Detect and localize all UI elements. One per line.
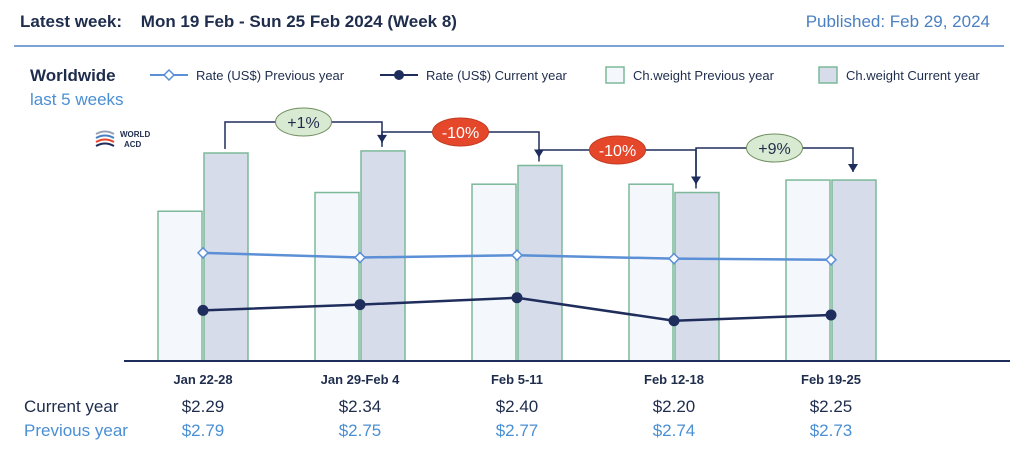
legend-line-dot-icon <box>380 70 418 80</box>
x-tick-label: Feb 12-18 <box>644 372 704 387</box>
logo-wordmark: WORLD ACD <box>120 130 150 150</box>
cell-rate-previous-year: $2.77 <box>495 421 539 440</box>
change-label: +1% <box>287 115 319 132</box>
point-rate-previous-year <box>824 253 838 266</box>
logo-line-1: WORLD <box>120 130 151 139</box>
logo-line-2: ACD <box>124 140 142 149</box>
point-rate-current-year <box>197 304 209 316</box>
bar-weight-current-year <box>203 152 249 362</box>
bar-weight-previous-year <box>157 210 203 362</box>
point-rate-current-year <box>511 292 523 304</box>
bar-weight-current-year <box>831 179 877 362</box>
cell-rate-current-year: $2.29 <box>181 397 225 416</box>
point-rate-current-year <box>354 299 366 311</box>
cell-rate-current-year: $2.25 <box>809 397 853 416</box>
region-title: Worldwide <box>30 66 116 85</box>
x-tick-label: Feb 19-25 <box>801 372 861 387</box>
point-rate-current-year <box>825 309 837 321</box>
point-rate-previous-year <box>510 249 524 262</box>
point-rate-previous-year <box>667 252 681 265</box>
world-acd-logo-icon <box>95 130 115 147</box>
change-badge <box>432 117 489 147</box>
x-tick-label: Jan 29-Feb 4 <box>321 372 401 387</box>
x-tick-label: Feb 5-11 <box>491 372 543 387</box>
change-badge <box>275 107 332 137</box>
legend-line-diamond-icon <box>150 69 188 81</box>
bar-weight-previous-year <box>628 183 674 362</box>
bar-weight-previous-year <box>314 191 360 362</box>
change-arrow-head <box>848 164 858 173</box>
x-tick-label: Jan 22-28 <box>173 372 232 387</box>
legend-label: Rate (US$) Current year <box>426 67 567 83</box>
row-label-previous-year: Previous year <box>24 421 128 440</box>
legend-label: Ch.weight Previous year <box>633 67 774 83</box>
legend-item-rate-cur: Rate (US$) Current year <box>380 64 567 86</box>
cell-rate-previous-year: $2.73 <box>809 421 853 440</box>
cell-rate-current-year: $2.20 <box>652 397 696 416</box>
legend-item-weight-prev: Ch.weight Previous year <box>605 64 774 86</box>
legend-item-rate-prev: Rate (US$) Previous year <box>150 64 344 86</box>
cell-rate-previous-year: $2.75 <box>338 421 382 440</box>
published-date: Published: Feb 29, 2024 <box>805 12 990 31</box>
cell-rate-current-year: $2.40 <box>495 397 539 416</box>
legend-box-light-icon <box>605 66 625 84</box>
row-label-current-year: Current year <box>24 397 119 416</box>
bar-weight-previous-year <box>785 179 831 362</box>
bar-weight-current-year <box>517 164 563 362</box>
point-rate-previous-year <box>196 246 210 259</box>
bar-weight-current-year <box>674 191 720 362</box>
cell-rate-previous-year: $2.74 <box>652 421 696 440</box>
cell-rate-current-year: $2.34 <box>338 397 382 416</box>
latest-week-value: Mon 19 Feb - Sun 25 Feb 2024 (Week 8) <box>140 12 457 31</box>
legend-item-weight-cur: Ch.weight Current year <box>818 64 980 86</box>
legend-label: Rate (US$) Previous year <box>196 67 345 83</box>
bar-weight-previous-year <box>471 183 517 362</box>
change-label: -10% <box>599 143 636 160</box>
point-rate-current-year <box>668 315 680 327</box>
legend-box-dark-icon <box>818 66 838 84</box>
change-badge <box>746 133 803 163</box>
latest-week-label: Latest week: <box>20 12 123 31</box>
header-latest-week: Latest week: Mon 19 Feb - Sun 25 Feb 202… <box>20 12 457 32</box>
point-rate-previous-year <box>353 251 367 264</box>
change-badge <box>589 135 646 165</box>
period-subtitle: last 5 weeks <box>30 90 124 109</box>
legend-label: Ch.weight Current year <box>846 67 980 83</box>
change-label: +9% <box>758 141 790 158</box>
change-label: -10% <box>442 125 479 142</box>
cell-rate-previous-year: $2.79 <box>181 421 225 440</box>
header-divider <box>14 45 1004 47</box>
